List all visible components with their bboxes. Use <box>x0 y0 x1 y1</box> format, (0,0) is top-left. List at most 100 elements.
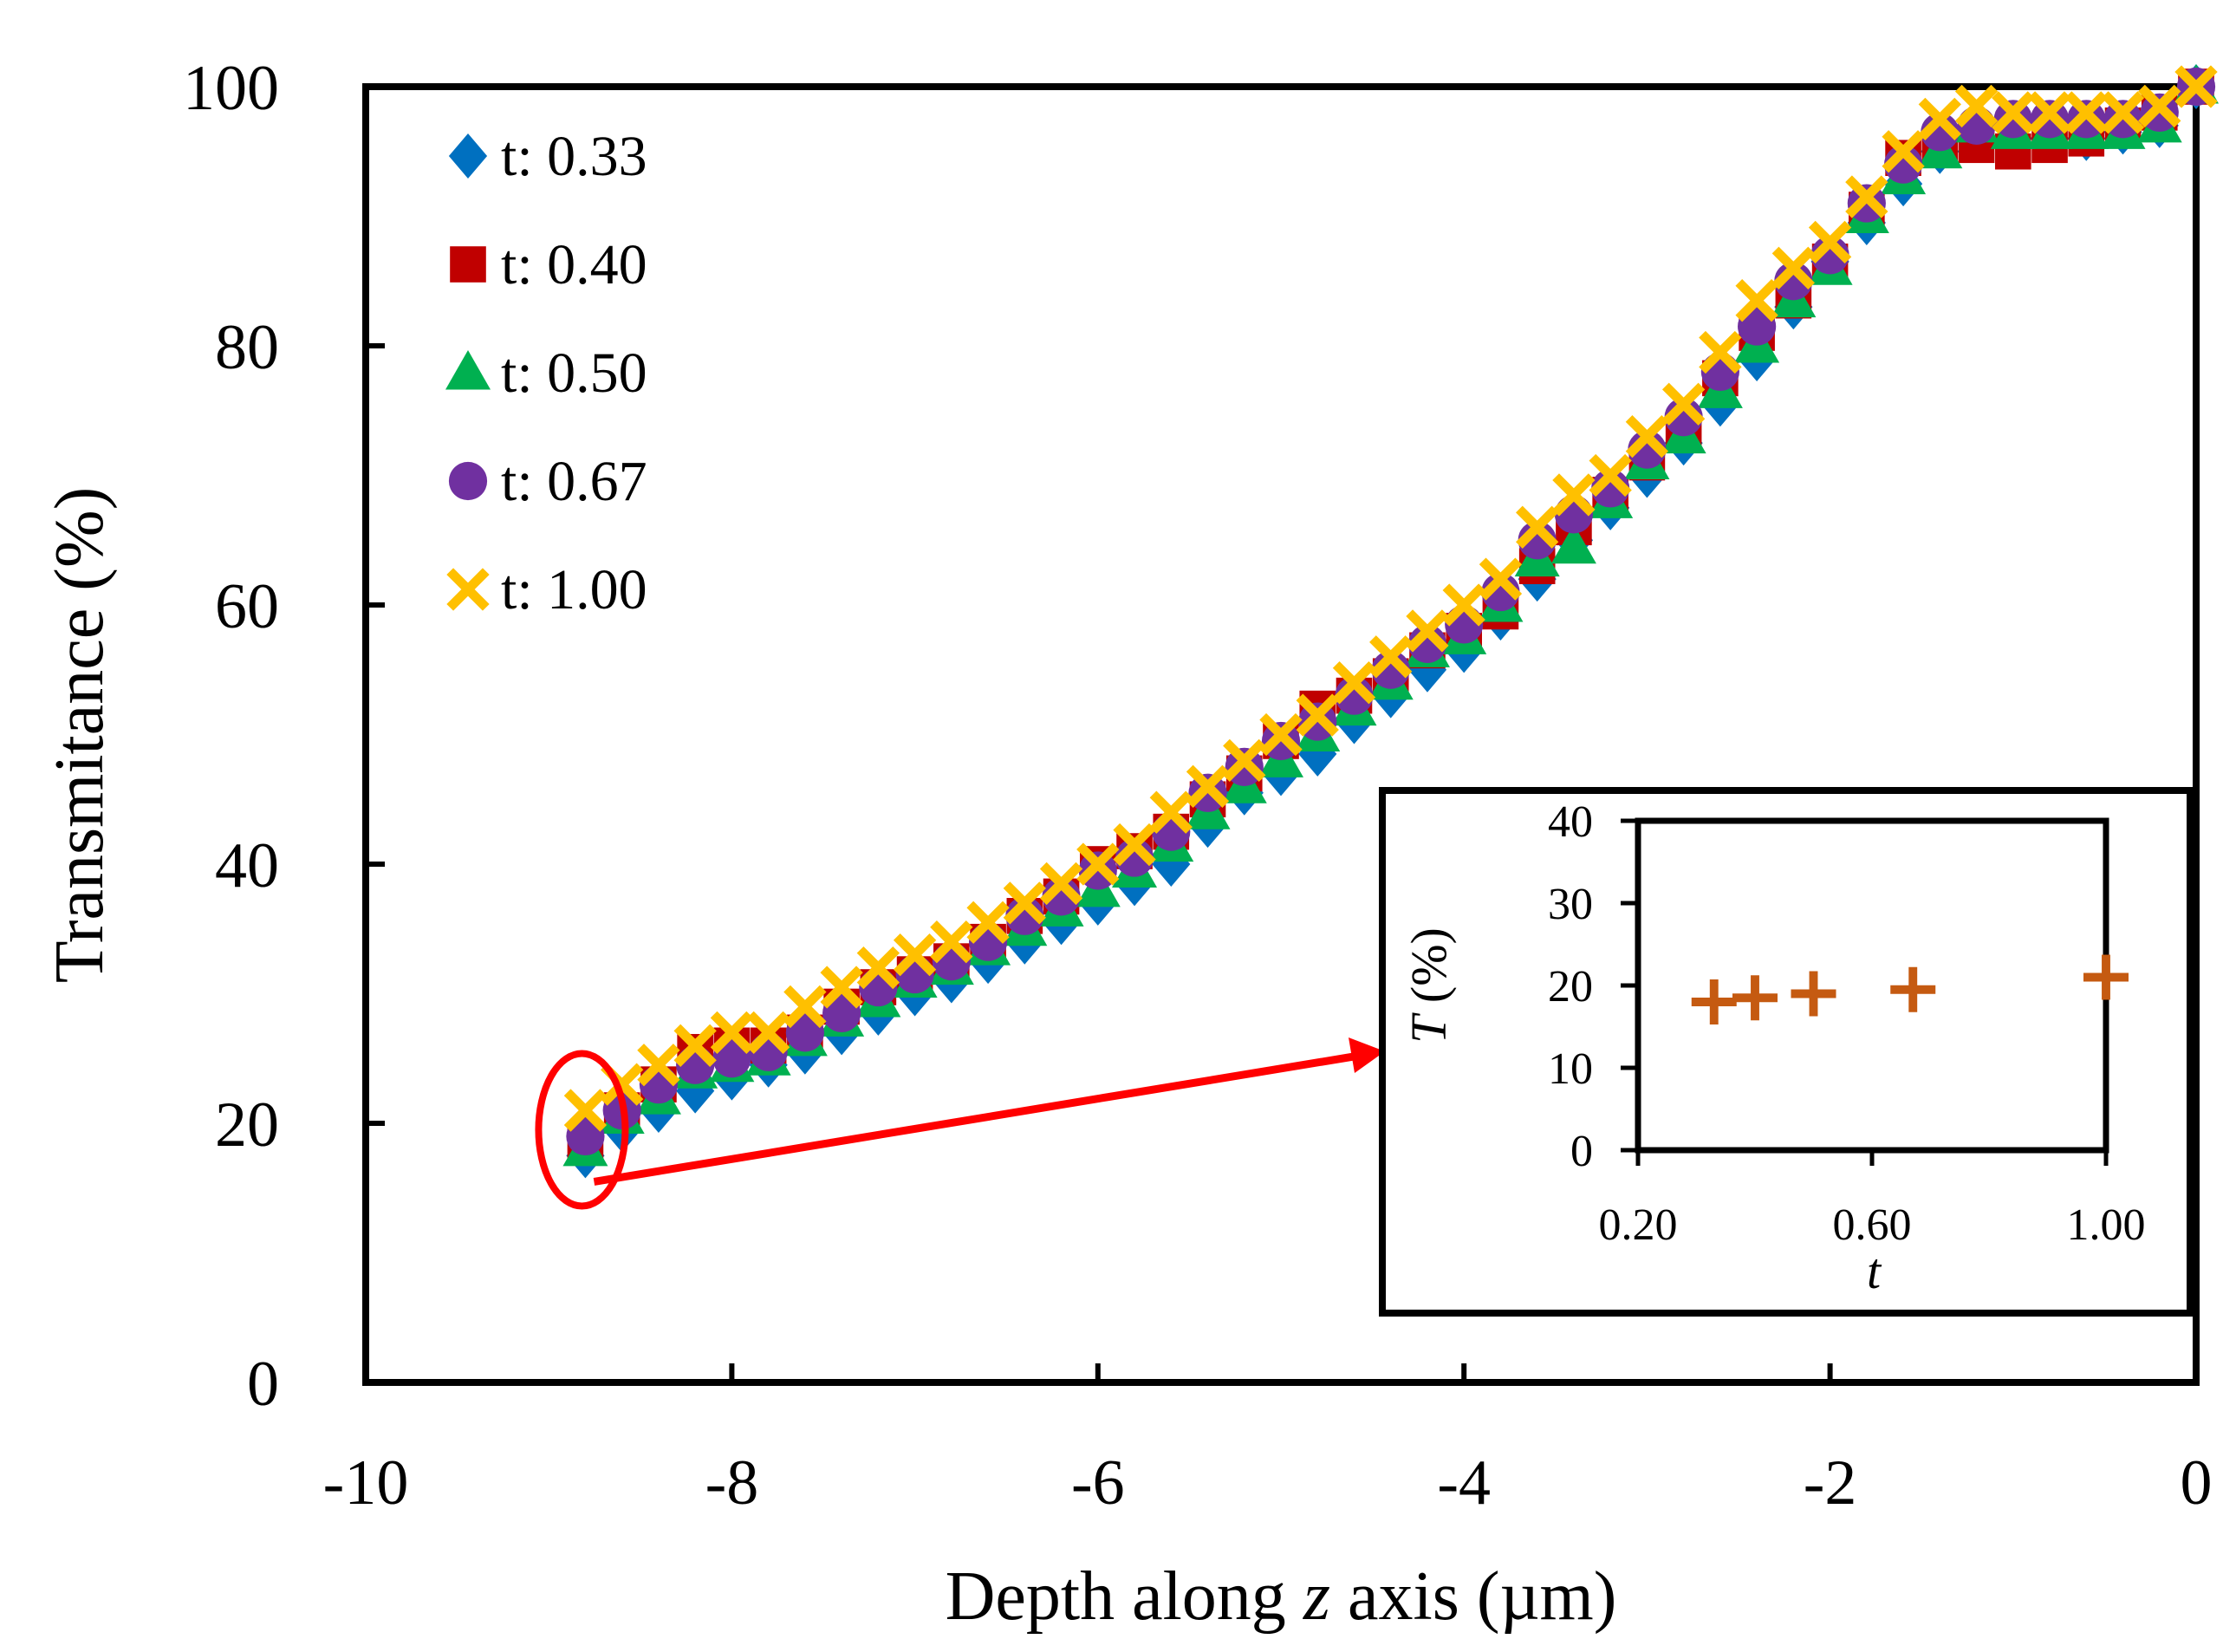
inset-x-axis: 0.20 0.60 1.00 <box>1599 1150 2146 1250</box>
legend-item: t: 0.67 <box>448 450 647 513</box>
inset-point <box>1890 966 1936 1012</box>
series-4-point <box>785 1013 824 1052</box>
main-x-tick-label: -2 <box>1804 1447 1857 1519</box>
inset-data-points <box>1691 954 2129 1024</box>
series-5-point <box>1149 790 1193 834</box>
series-4-point <box>566 1116 605 1156</box>
series-5-point <box>1992 91 2035 134</box>
series-4-point <box>1738 307 1777 346</box>
legend: t: 0.33 t: 0.40 t: 0.50 t: 0.67 t: 1.00 <box>445 125 647 621</box>
main-y-tick-label: 20 <box>215 1089 279 1161</box>
inset-panel <box>1379 787 2194 1317</box>
series-5-point <box>1223 738 1266 783</box>
highlight-ellipse <box>535 1050 629 1210</box>
legend-item: t: 0.40 <box>450 233 647 296</box>
main-y-tick-label: 40 <box>215 830 279 901</box>
series-5-point <box>673 1024 717 1067</box>
series-5-point <box>1003 881 1046 925</box>
inset-y-axis-title: T (%) <box>1401 927 1457 1044</box>
series-5-point <box>1918 97 1961 141</box>
legend-label: t: 1.00 <box>501 558 647 621</box>
series-5-point <box>710 1011 754 1055</box>
series-5 <box>563 65 2218 1132</box>
series-5-point <box>1552 473 1596 517</box>
main-y-axis-title: Transmitance (%) <box>42 487 118 983</box>
inset-y-tick-label: 40 <box>1548 797 1593 847</box>
inset-y-axis-title-variable: T <box>1401 1012 1457 1044</box>
series-5-point <box>563 1089 608 1132</box>
series-5-point <box>820 966 863 1009</box>
series-5-point <box>1076 842 1120 886</box>
legend-label: t: 0.40 <box>501 233 647 296</box>
series-5-point <box>1882 130 1925 173</box>
inset-y-tick-label: 10 <box>1548 1044 1593 1094</box>
legend-marker <box>445 350 491 390</box>
main-y-tick-label: 0 <box>247 1349 279 1420</box>
legend-marker <box>448 461 488 501</box>
series-5-point <box>1845 175 1888 218</box>
series-5-point <box>1771 246 1816 289</box>
inset-y-tick-label: 20 <box>1548 962 1593 1011</box>
series-4-point <box>822 993 861 1033</box>
main-y-axis: 0 20 40 60 80 100 <box>183 53 385 1420</box>
series-5-point <box>1296 693 1339 737</box>
legend-marker <box>450 246 486 283</box>
main-plot-frame <box>362 83 2200 1386</box>
inset-x-tick-label: 0.60 <box>1833 1200 1912 1250</box>
inset-x-axis-title: t <box>1867 1243 1882 1299</box>
series-5-point <box>930 920 973 964</box>
series-5-point <box>1589 453 1632 498</box>
series-5-point <box>783 985 827 1029</box>
main-x-axis-title-prefix: Depth along <box>946 1558 1303 1635</box>
series-5-point <box>637 1044 680 1087</box>
legend-label: t: 0.50 <box>501 341 647 405</box>
inset-point <box>1691 979 1737 1024</box>
series-5-point <box>1699 330 1742 374</box>
legend-marker <box>448 133 488 179</box>
series-5-point <box>2101 91 2145 134</box>
highlight-annotation <box>535 1037 1385 1210</box>
series-5-point <box>2174 65 2218 108</box>
series-5-point <box>1442 583 1485 627</box>
series-5-point <box>1369 635 1413 679</box>
inset-point <box>1732 975 1778 1021</box>
main-x-tick-label: -10 <box>323 1447 409 1519</box>
inset-point <box>2083 954 2129 1000</box>
series-1-point <box>1152 842 1191 887</box>
inset-point <box>1791 971 1836 1017</box>
inset-x-tick-label: 1.00 <box>2067 1200 2146 1250</box>
series-5-point <box>1332 661 1376 705</box>
series-5-point <box>893 933 937 977</box>
series-5-point <box>966 901 1010 944</box>
legend-label: t: 0.67 <box>501 450 647 513</box>
series-5-point <box>1186 764 1230 808</box>
series-5-point <box>1113 823 1156 867</box>
inset-x-tick-label: 0.20 <box>1599 1200 1678 1250</box>
series-5-point <box>1808 220 1852 264</box>
highlight-arrow-line <box>593 1051 1360 1186</box>
series-5-point <box>2028 91 2071 134</box>
main-x-axis-title-variable: z <box>1303 1558 1330 1635</box>
inset-y-axis: 0 10 20 30 40 <box>1548 797 1638 1176</box>
legend-marker <box>446 568 490 611</box>
main-y-tick-label: 60 <box>215 571 279 642</box>
series-1-point <box>1298 731 1337 777</box>
legend-label: t: 0.33 <box>501 125 647 188</box>
main-x-axis: -10 -8 -6 -4 -2 0 <box>323 1363 2213 1519</box>
series-5-point <box>2064 91 2108 134</box>
main-y-tick-label: 80 <box>215 312 279 383</box>
series-5-point <box>856 946 900 990</box>
main-x-tick-label: -8 <box>705 1447 759 1519</box>
main-x-axis-title: Depth along z axis (µm) <box>946 1558 1617 1635</box>
series-5-point <box>1479 557 1523 601</box>
main-data-points <box>562 64 2219 1179</box>
series-5-point <box>1516 505 1559 549</box>
series-3-point <box>1550 524 1596 564</box>
series-5-point <box>1625 414 1669 459</box>
main-x-tick-label: 0 <box>2181 1447 2213 1519</box>
main-y-tick-label: 100 <box>183 53 279 124</box>
series-5-point <box>1039 862 1083 906</box>
inset-y-tick-label: 30 <box>1548 880 1593 929</box>
series-5-point <box>746 1011 790 1055</box>
